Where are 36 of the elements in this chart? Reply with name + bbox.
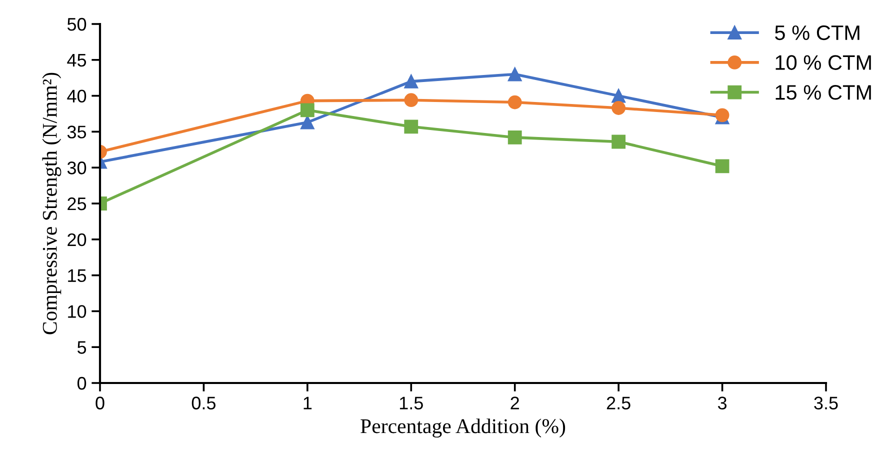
legend-label: 5 % CTM xyxy=(775,25,860,40)
x-tick-label: 1 xyxy=(304,396,312,410)
legend-label: 10 % CTM xyxy=(776,55,871,70)
x-tick-label: 1.5 xyxy=(400,396,423,410)
legend-label: 15 % CTM xyxy=(776,85,871,100)
point xyxy=(612,88,626,103)
y-tick-label: 35 xyxy=(67,126,86,138)
point xyxy=(612,134,626,149)
x-tick-label: 3.5 xyxy=(814,396,838,410)
y-tick-label: 5 xyxy=(77,341,86,354)
point xyxy=(508,67,522,82)
x-tick-label: 0 xyxy=(96,396,104,410)
x-tick-label: 2.5 xyxy=(606,396,630,410)
y-axis-title: Compressive Strength (N/mm²) xyxy=(42,72,62,334)
point xyxy=(715,159,730,174)
y-tick-label: 0 xyxy=(77,376,86,390)
point xyxy=(508,95,522,110)
y-tick-label: 40 xyxy=(67,90,86,103)
y-tick-label: 20 xyxy=(68,233,86,246)
point xyxy=(300,115,314,130)
point xyxy=(404,74,418,88)
x-tick-label: 2 xyxy=(510,396,519,410)
x-tick-label: 3 xyxy=(718,396,727,410)
point xyxy=(612,101,626,115)
x-tick-label: 0.5 xyxy=(192,396,216,410)
point xyxy=(508,130,522,144)
y-tick-label: 15 xyxy=(68,269,86,282)
point xyxy=(404,93,418,108)
y-tick-label: 50 xyxy=(67,18,86,31)
x-axis-title: Percentage Addition (%) xyxy=(360,418,566,438)
point xyxy=(404,120,418,134)
y-tick-label: 45 xyxy=(67,54,86,67)
point xyxy=(300,103,314,118)
y-tick-label: 25 xyxy=(68,197,86,210)
y-tick-label: 30 xyxy=(67,162,86,174)
y-tick-label: 10 xyxy=(68,305,86,318)
